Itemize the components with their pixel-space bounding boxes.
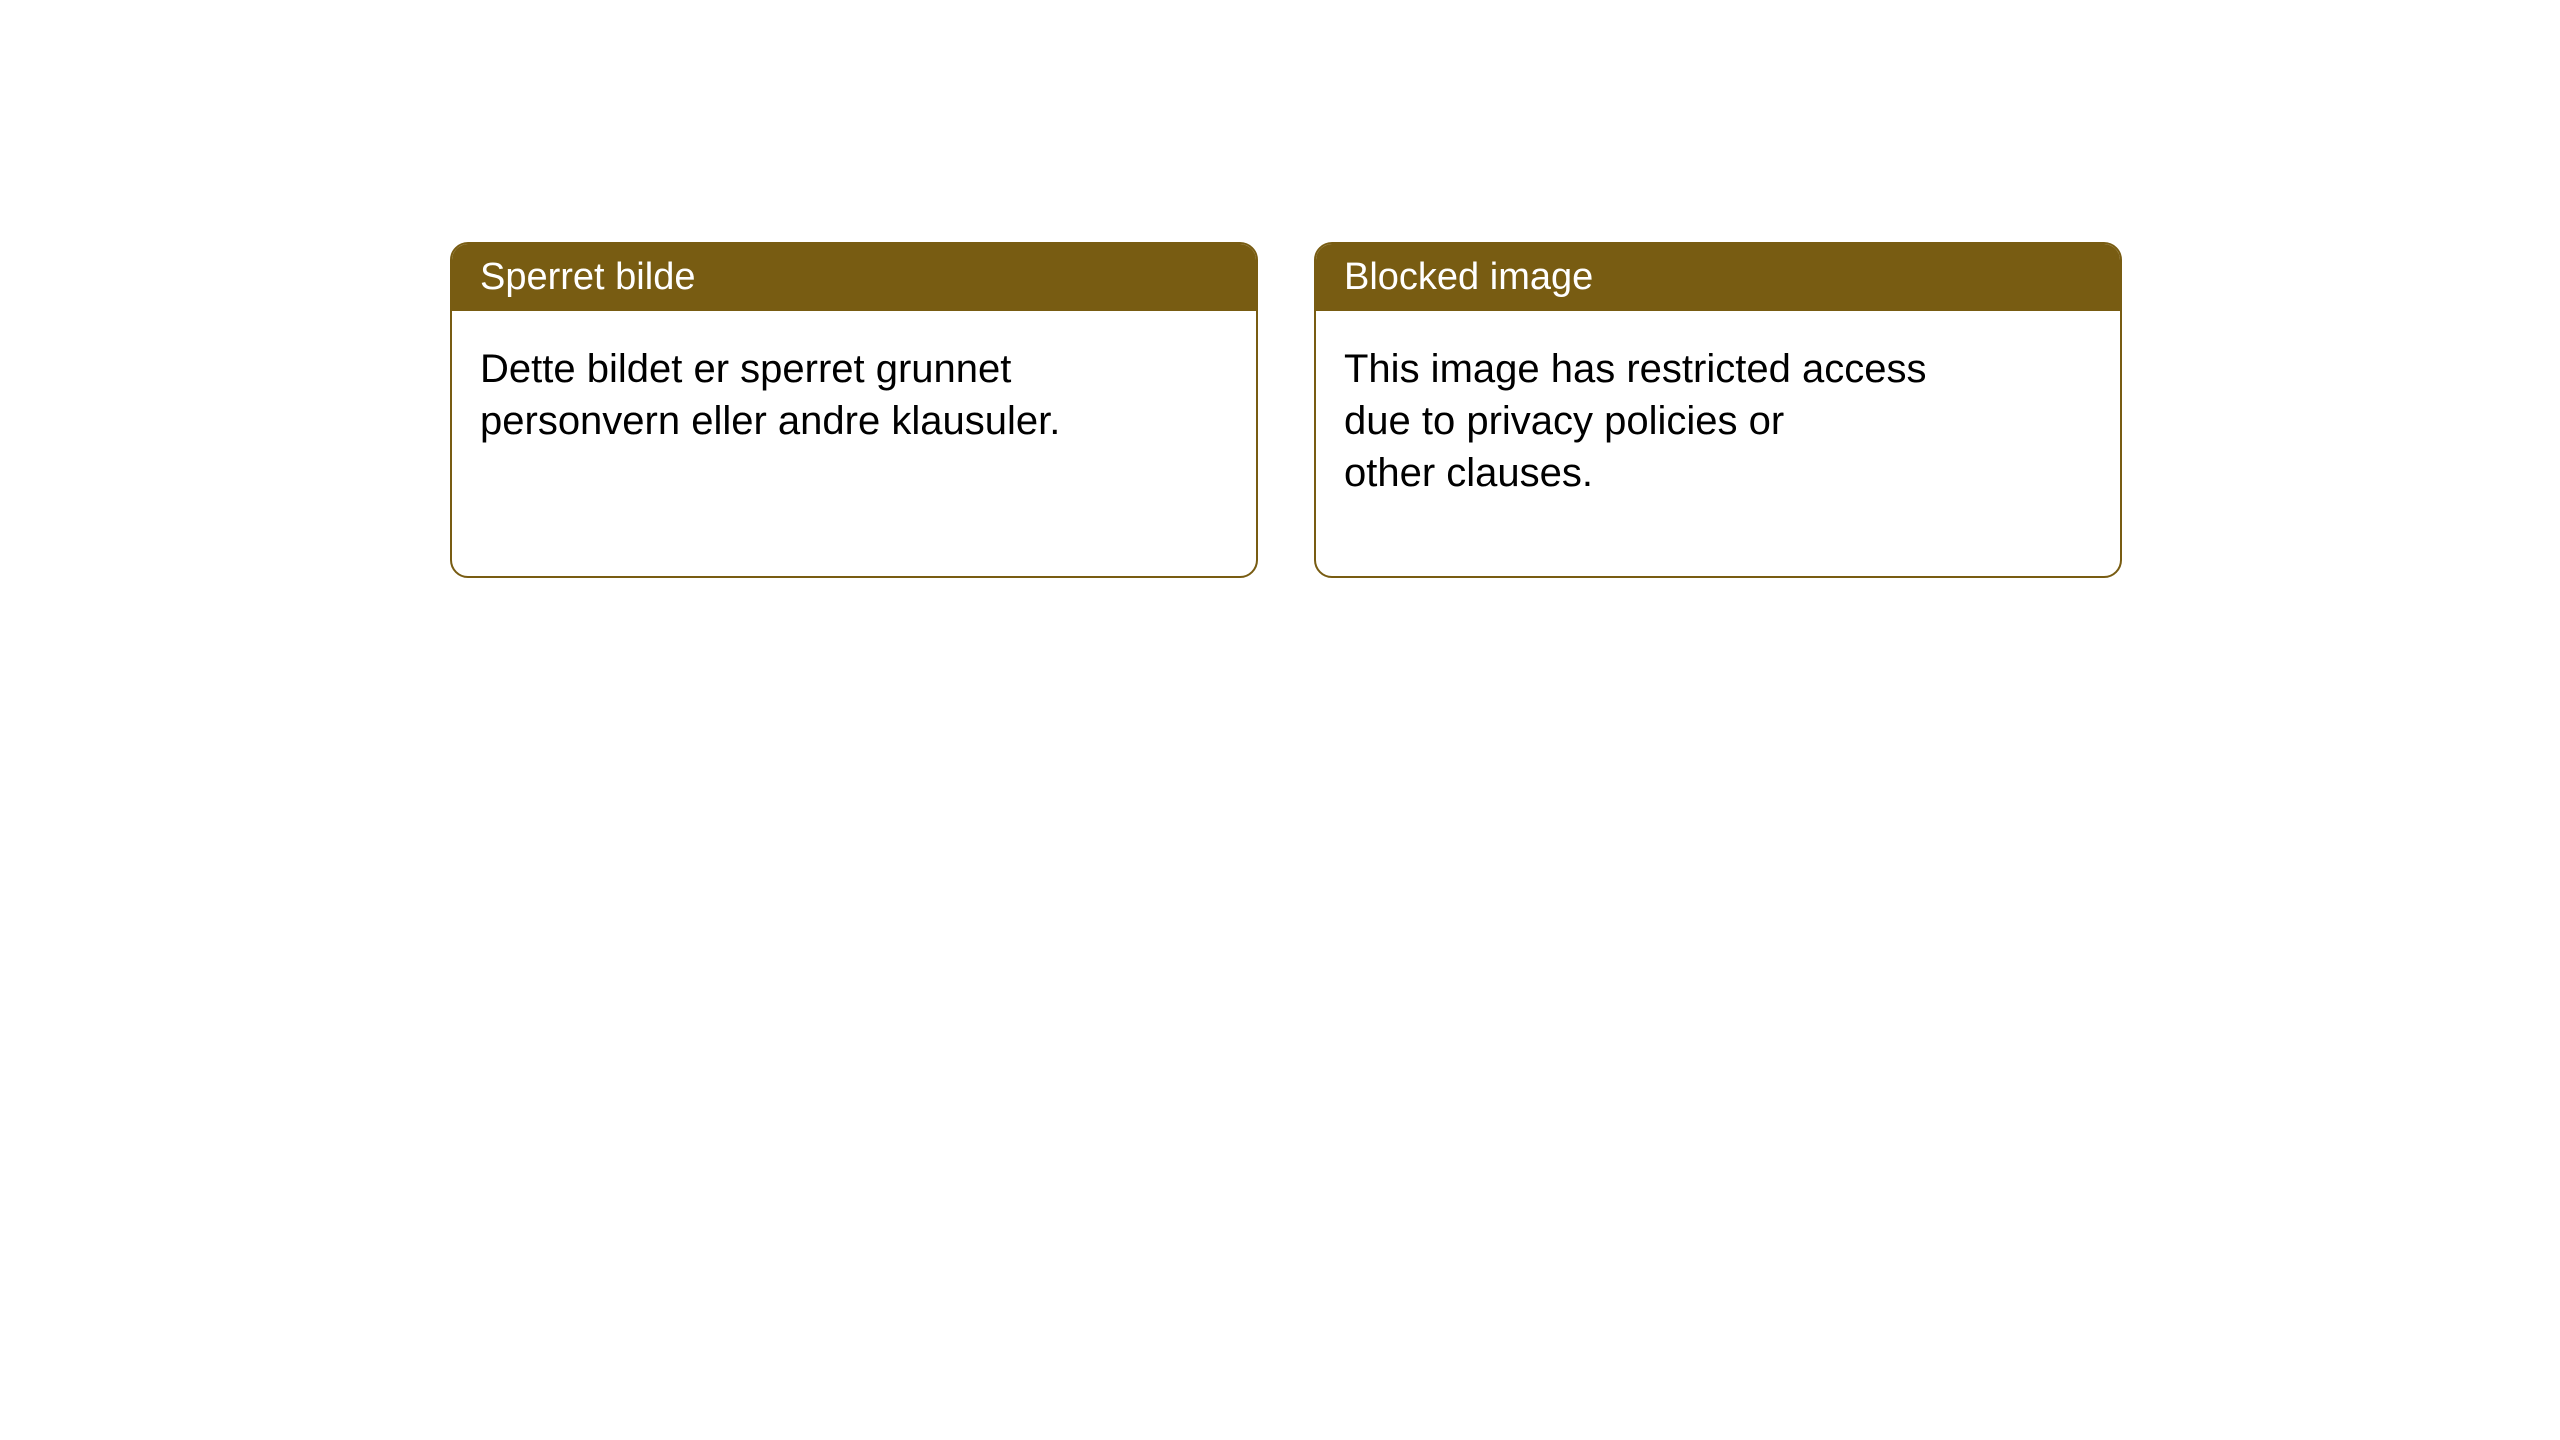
notice-title: Blocked image xyxy=(1344,256,1593,298)
notice-body: This image has restricted access due to … xyxy=(1316,311,2016,531)
notice-header: Sperret bilde xyxy=(452,244,1256,311)
notice-container: Sperret bilde Dette bildet er sperret gr… xyxy=(0,0,2560,578)
notice-header: Blocked image xyxy=(1316,244,2120,311)
notice-body-text: This image has restricted access due to … xyxy=(1344,347,1926,495)
notice-body: Dette bildet er sperret grunnet personve… xyxy=(452,311,1152,479)
notice-card-norwegian: Sperret bilde Dette bildet er sperret gr… xyxy=(450,242,1258,578)
notice-title: Sperret bilde xyxy=(480,256,695,298)
notice-body-text: Dette bildet er sperret grunnet personve… xyxy=(480,347,1060,443)
notice-card-english: Blocked image This image has restricted … xyxy=(1314,242,2122,578)
